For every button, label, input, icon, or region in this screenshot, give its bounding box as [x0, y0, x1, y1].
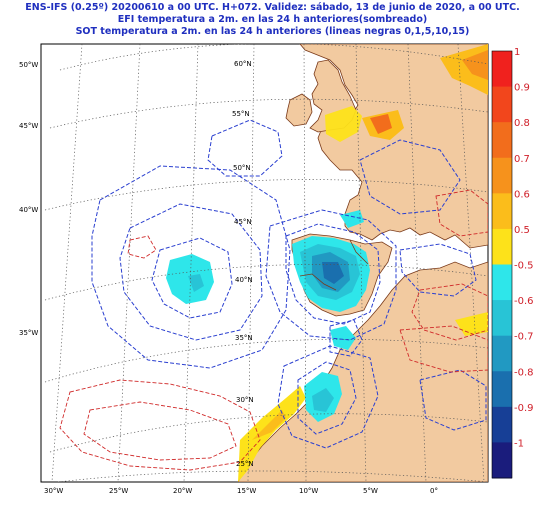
efi-colorbar: 1 0.9 0.8 0.7 0.6 0.5 -0.5 -0.6 -0.7 -0.8 -0.9 -1: [491, 47, 534, 479]
colorbar-label: -0.6: [514, 296, 534, 307]
colorbar-label: 1: [514, 47, 520, 58]
lat-label-45n: 45°N: [234, 218, 252, 226]
colorbar-label: -0.7: [514, 332, 534, 343]
lon-label-40w: 40°W: [19, 206, 38, 214]
lon-label-15w: 15°W: [237, 487, 256, 495]
ireland-land: [285, 93, 313, 127]
bottom-longitude-labels: 30°W 25°W 20°W 15°W 10°W 5°W 0°: [44, 487, 438, 495]
colorbar-label: -0.5: [514, 261, 534, 272]
colorbar-segment: [492, 193, 512, 230]
europe-land: [299, 44, 488, 249]
coastlines: [299, 239, 369, 291]
lon-label-20w: 20°W: [173, 487, 192, 495]
colorbar-segment: [492, 157, 512, 194]
colorbar-segment: [492, 406, 512, 443]
lon-label-50w: 50°W: [19, 61, 38, 69]
colorbar-label: 0.6: [514, 189, 530, 200]
title-line-2: EFI temperatura a 2m. en las 24 h anteri…: [117, 14, 428, 25]
colorbar-segment: [492, 335, 512, 372]
colorbar-label: -1: [514, 438, 524, 449]
colorbar-label: -0.8: [514, 367, 534, 378]
lat-label-35n: 35°N: [235, 334, 253, 342]
lon-label-5w: 5°W: [363, 487, 378, 495]
lat-label-40n: 40°N: [235, 276, 253, 284]
colorbar-label: -0.9: [514, 403, 534, 414]
lon-label-10w: 10°W: [299, 487, 318, 495]
colorbar-label: 0.7: [514, 154, 530, 165]
lon-label-25w: 25°W: [109, 487, 128, 495]
title-line-3: SOT temperatura a 2m. en las 24 h anteri…: [75, 26, 470, 37]
lon-label-45w: 45°W: [19, 122, 38, 130]
left-longitude-labels: 50°W 45°W 40°W 35°W: [19, 61, 38, 337]
sot-cold-contours: [91, 119, 487, 449]
lon-label-35w: 35°W: [19, 329, 38, 337]
lat-label-30n: 30°N: [236, 396, 254, 404]
lat-label-60n: 60°N: [234, 60, 252, 68]
colorbar-segment: [492, 86, 512, 123]
colorbar-frame: [491, 50, 513, 479]
sot-warm-contours: [59, 189, 488, 471]
map-title: ENS-IFS (0.25º) 20200610 a 00 UTC. H+072…: [0, 2, 545, 38]
colorbar-segment: [492, 300, 512, 337]
colorbar-segment: [492, 264, 512, 301]
colorbar-segment: [492, 442, 512, 479]
colorbar-label: 0.8: [514, 118, 530, 129]
colorbar-segment: [492, 122, 512, 159]
colorbar-label: 0.9: [514, 83, 530, 94]
lat-label-55n: 55°N: [232, 110, 250, 118]
latitude-labels: 60°N 55°N 50°N 45°N 40°N 35°N 30°N 25°N: [232, 60, 254, 468]
efi-warm-shading: [238, 44, 488, 482]
colorbar-label: 0.5: [514, 225, 530, 236]
colorbar-segment: [492, 371, 512, 408]
lat-label-25n: 25°N: [236, 460, 254, 468]
efi-cold-shading: [166, 236, 370, 422]
lon-label-30w: 30°W: [44, 487, 63, 495]
lon-label-0: 0°: [430, 487, 438, 495]
colorbar-segment: [492, 51, 512, 88]
lat-label-50n: 50°N: [233, 164, 251, 172]
colorbar-segment: [492, 228, 512, 265]
title-line-1: ENS-IFS (0.25º) 20200610 a 00 UTC. H+072…: [25, 2, 520, 13]
graticule: [44, 44, 488, 482]
